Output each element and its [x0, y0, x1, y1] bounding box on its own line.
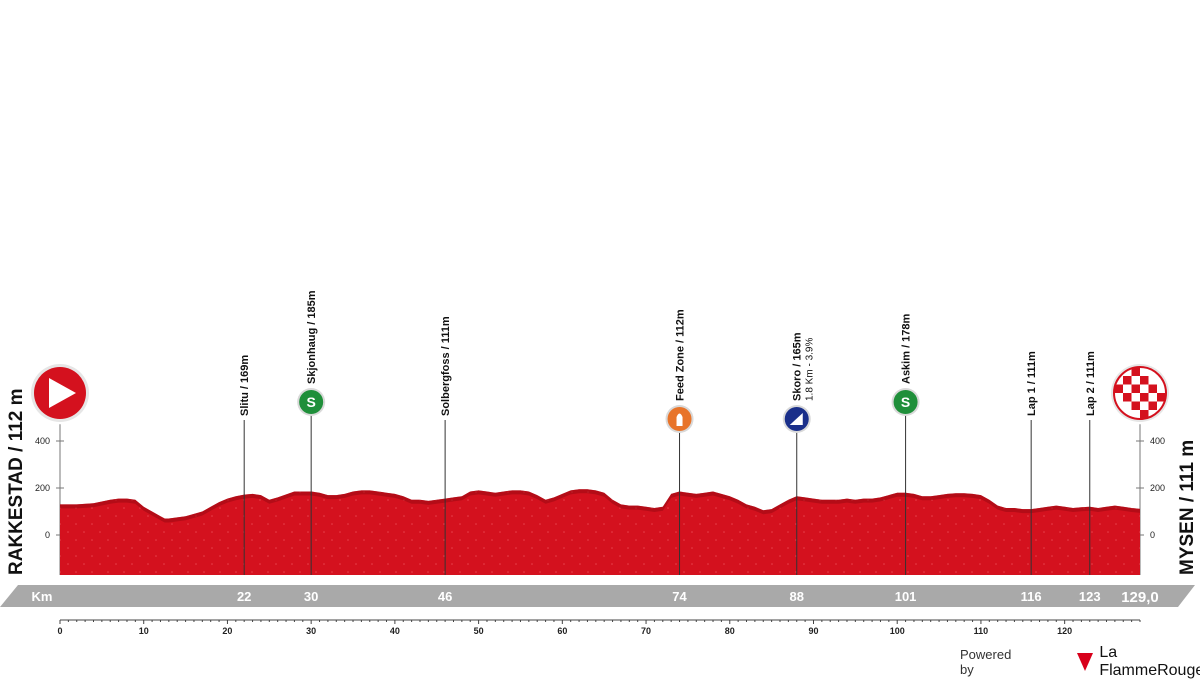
finish-checker-cell — [1123, 376, 1132, 385]
waypoint-km-label: 88 — [790, 589, 804, 604]
km-axis-tick-label: 0 — [57, 626, 62, 636]
right-axis-tick-label: 200 — [1150, 483, 1165, 493]
finish-checker-cell — [1140, 376, 1149, 385]
sprint-icon-letter: S — [306, 394, 315, 410]
km-axis-tick-label: 50 — [474, 626, 484, 636]
waypoint-km-label: 123 — [1079, 589, 1101, 604]
waypoint-label-group: Askim / 178m — [901, 313, 913, 384]
km-axis-tick-label: 10 — [139, 626, 149, 636]
km-axis-tick-label: 80 — [725, 626, 735, 636]
waypoint-label-group: Feed Zone / 112m — [675, 309, 687, 401]
start-label: RAKKESTAD / 112 m — [6, 388, 27, 575]
finish-label: MYSEN / 111 m — [1177, 440, 1198, 575]
finish-checker-cell — [1140, 393, 1149, 402]
sprint-icon — [893, 390, 918, 414]
waypoints-group: Slitu / 169m S Skjonhaug / 185m Solbergfoss… — [239, 290, 1097, 575]
km-axis-tick-label: 40 — [390, 626, 400, 636]
right-axis-tick-label: 0 — [1150, 530, 1155, 540]
finish-checker-cell — [1114, 384, 1123, 393]
waypoint-label-group: Solbergfoss / 111m — [440, 316, 452, 416]
finish-checker-cell — [1148, 384, 1157, 393]
km-axis-tick-label: 90 — [808, 626, 818, 636]
climb-slope-icon — [789, 413, 803, 425]
waypoint-km-label: 74 — [672, 589, 687, 604]
waypoint-label-group: Slitu / 169m — [239, 355, 251, 416]
finish-checker-cell — [1148, 401, 1157, 410]
finish-label-group: MYSEN / 111 m — [1177, 440, 1198, 575]
profile-area-group — [60, 489, 1140, 575]
waypoint-km-label: 30 — [304, 589, 318, 604]
km-axis-tick-label: 120 — [1057, 626, 1072, 636]
sprint-icon — [299, 390, 324, 414]
waypoint-km-label: 116 — [1021, 589, 1042, 604]
km-band — [0, 585, 1195, 607]
left-axis-tick-label: 0 — [45, 530, 50, 540]
waypoint-name: Feed Zone / 112m — [675, 309, 687, 401]
waypoint-label-group: Lap 2 / 111m — [1085, 351, 1097, 416]
finish-checker-cell — [1123, 393, 1132, 402]
finish-checker-cell — [1131, 367, 1140, 376]
waypoint-km-label: 22 — [237, 589, 251, 604]
km-axis-tick-label: 20 — [222, 626, 232, 636]
feed-bottle-icon — [676, 413, 683, 426]
km-axis-tick-label: 110 — [974, 626, 989, 636]
powered-by-text: Powered by — [960, 647, 1012, 677]
waypoint-km-label: 46 — [438, 589, 452, 604]
waypoint-name: Skjonhaug / 185m — [306, 290, 318, 384]
left-axis-tick-label: 400 — [35, 436, 50, 446]
credit: Powered by La FlammeRouge — [960, 644, 1200, 680]
waypoint-name: Askim / 178m — [901, 313, 913, 384]
km-axis-tick-label: 30 — [306, 626, 316, 636]
waypoint-name: Lap 1 / 111m — [1026, 351, 1038, 416]
km-axis-tick-label: 100 — [890, 626, 905, 636]
right-axis-tick-label: 400 — [1150, 436, 1165, 446]
profile-area — [60, 489, 1140, 575]
flamme-rouge-logo-icon — [1077, 653, 1094, 671]
km-band-group: Km 129,0 22 30 46 74 88 101 116 123 — [0, 585, 1195, 607]
waypoint-name: Skoro / 165m — [792, 332, 804, 401]
total-distance-label: 129,0 — [1121, 589, 1159, 606]
waypoint-label-group: Lap 1 / 111m — [1026, 351, 1038, 416]
waypoint-name: Lap 2 / 111m — [1085, 351, 1097, 416]
waypoint-name: Slitu / 169m — [239, 355, 251, 416]
finish-group: MYSEN / 111 m — [1111, 364, 1198, 575]
waypoint-label-group: Skoro / 165m 1.8 Km - 3.9% — [792, 332, 816, 401]
sprint-icon-letter: S — [901, 394, 910, 410]
km-axis-group: 0 10 20 30 40 50 60 70 80 90 100 110 120 — [57, 619, 1141, 636]
waypoint-name: Solbergfoss / 111m — [440, 316, 452, 416]
start-label-group: RAKKESTAD / 112 m — [6, 388, 27, 575]
start-group: RAKKESTAD / 112 m — [6, 364, 89, 575]
finish-checker-cell — [1131, 384, 1140, 393]
waypoint-km-label: 101 — [895, 589, 917, 604]
finish-checker-cell — [1140, 410, 1149, 419]
waypoint-label-group: Skjonhaug / 185m — [306, 290, 318, 384]
finish-checker-cell — [1131, 401, 1140, 410]
start-arrow-icon — [49, 378, 76, 408]
waypoint-sub: 1.8 Km - 3.9% — [805, 338, 816, 401]
km-axis-tick-label: 60 — [557, 626, 567, 636]
left-axis-tick-label: 200 — [35, 483, 50, 493]
km-band-title: Km — [32, 589, 53, 604]
finish-checker-cell — [1157, 393, 1166, 402]
brand-name: La FlammeRouge — [1099, 644, 1200, 679]
km-axis-tick-label: 70 — [641, 626, 651, 636]
profile-ridge — [60, 489, 1140, 523]
